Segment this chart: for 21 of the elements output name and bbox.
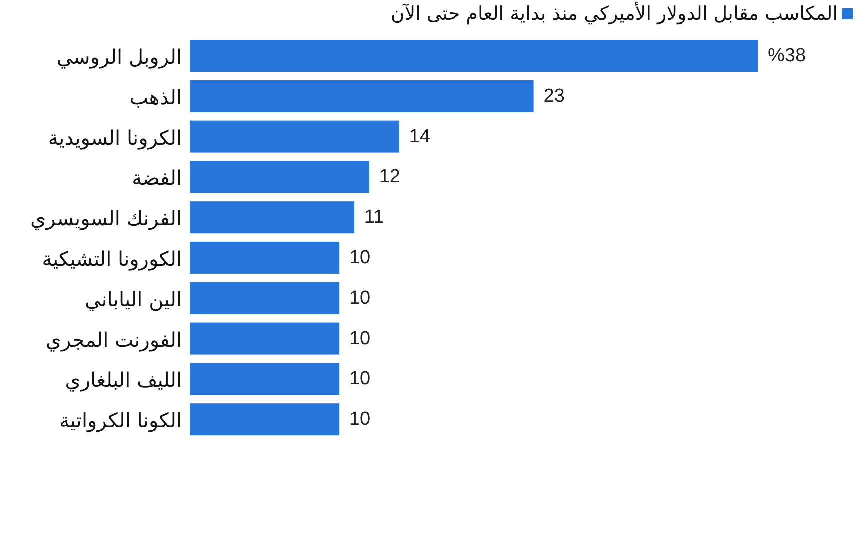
category-label: الليف البلغاري [65,368,182,392]
data-label: 10 [349,328,371,350]
category-label: الكونا الكرواتية [60,408,182,433]
category-label: الين الياباني [85,287,182,312]
data-label: 11 [364,207,384,228]
data-label: %38 [768,46,806,66]
data-label: 10 [349,248,371,268]
category-label: الفضة [132,166,182,190]
category-label: الذهب [130,85,182,110]
data-label: 14 [409,126,430,148]
category-label: الفورنت المجري [46,328,182,352]
legend-label: المكاسب مقابل الدولار الأميركي منذ بداية العام حتى الآن [390,3,838,25]
data-label: 10 [349,368,371,390]
data-label: 10 [349,288,371,309]
data-label: 12 [379,166,400,188]
category-label: الفرنك السويسري [30,206,182,231]
category-label: الروبل الروسي [56,45,182,69]
category-label: الكورونا التشيكية [42,247,182,271]
data-label: 23 [544,86,565,107]
category-label: الكرونا السويدية [48,126,182,150]
data-label: 10 [349,409,371,430]
